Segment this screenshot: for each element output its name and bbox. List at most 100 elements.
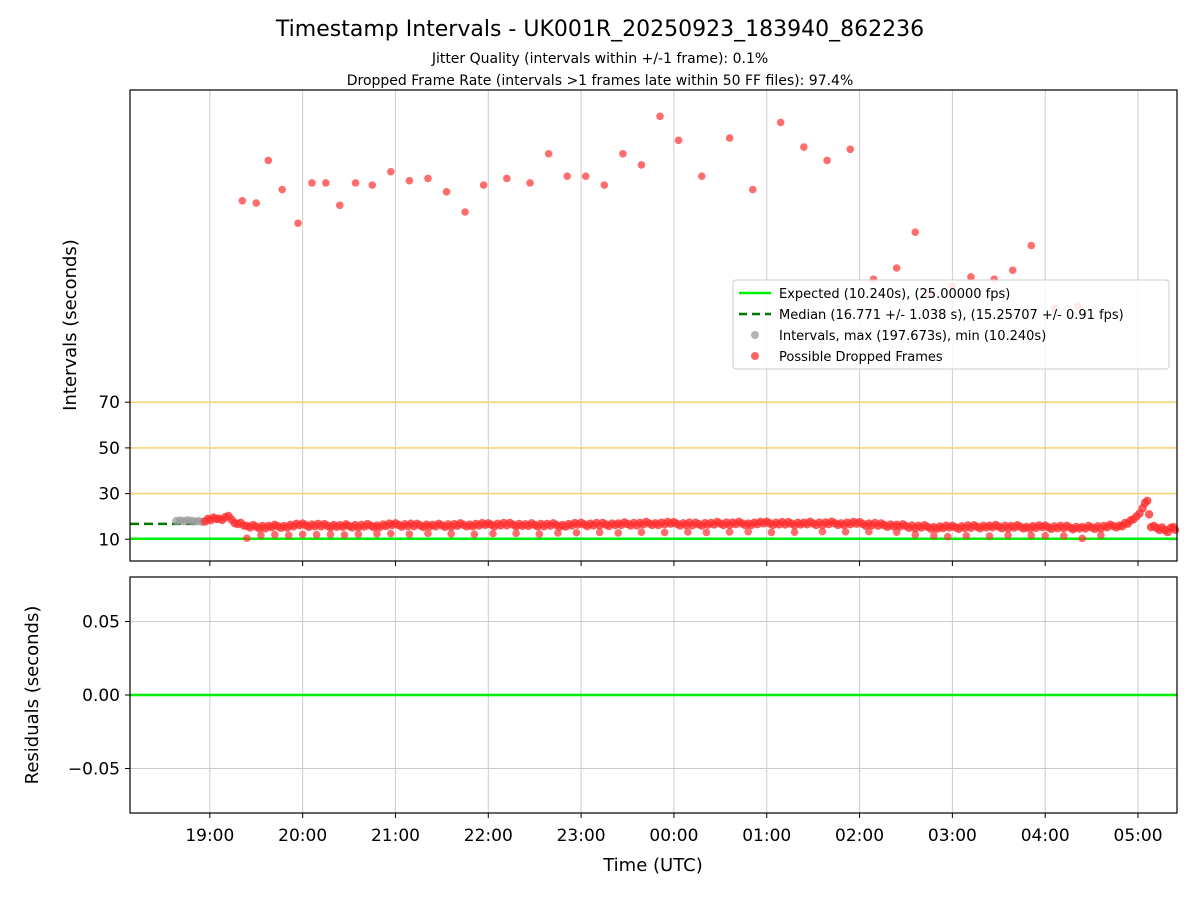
dropped-frame-point [725,134,734,142]
x-axis-label: Time (UTC) [602,855,703,876]
dropped-frame-point [660,528,669,537]
dropped-frame-point [581,172,590,180]
dropped-frame-point [340,531,349,539]
x-tick-label: 19:00 [185,826,234,846]
intervals-y-axis-label: Intervals (seconds) [60,239,81,411]
dropped-frame-point [312,530,321,539]
dropped-frame-point [767,528,776,537]
dropped-frame-point [447,530,455,538]
dropped-frame-point [554,529,562,537]
dropped-frame-point [264,156,273,165]
dropped-frame-point [892,264,901,272]
legend-label: Possible Dropped Frames [779,350,943,365]
dropped-frame-point [535,530,544,538]
legend-label: Median (16.771 +/- 1.038 s), (15.25707 +… [779,308,1124,323]
residuals-y-tick-label: −0.05 [68,760,120,780]
legend-box [732,279,1170,370]
dropped-frame-point [967,273,975,281]
dropped-frame-point [270,530,279,539]
legend-label: Intervals, max (197.673s), min (10.240s) [779,329,1046,344]
dropped-frame-point [424,174,432,183]
dropped-frame-point [461,208,469,216]
dropped-frame-point [294,219,302,227]
chart-subtitle-jitter: Jitter Quality (intervals within +/-1 fr… [431,51,768,67]
x-tick-label: 23:00 [557,826,606,846]
dropped-frame-point [674,136,683,145]
residuals-y-tick-label: 0.05 [82,613,120,633]
dropped-frame-point [322,179,330,187]
dropped-frame-point [656,112,664,121]
dropped-frame-point [544,149,553,158]
dropped-frame-point [930,531,938,540]
dropped-frame-point [595,528,604,537]
x-tick-label: 00:00 [649,826,698,846]
dropped-frame-point [1027,531,1036,540]
dropped-frame-point [424,529,432,538]
chart-title: Timestamp Intervals - UK001R_20250923_18… [275,17,924,42]
dropped-frame-point [776,118,785,127]
dropped-frame-point [841,527,850,536]
dropped-frame-point [1170,525,1180,535]
dropped-frame-point [387,529,395,538]
dropped-frame-point [800,143,808,151]
dropped-frame-point [512,529,520,538]
dropped-frame-point [252,199,261,207]
dropped-frame-point [1143,496,1152,505]
dropped-frame-point [619,149,627,158]
dropped-frame-point [503,174,511,183]
dropped-frame-point [684,528,692,536]
intervals-y-tick-label: 30 [98,485,120,505]
dropped-frame-point [892,528,901,537]
dropped-frame-point [818,527,827,536]
dropped-frame-point [985,532,994,540]
x-tick-label: 02:00 [835,826,884,846]
dropped-frame-point [1144,510,1154,519]
dropped-frame-point [238,197,247,205]
dropped-frame-point [572,528,581,537]
dropped-frame-point [405,530,414,538]
x-tick-label: 22:00 [464,826,513,846]
dropped-frame-point [470,530,479,539]
dropped-frame-point [790,528,799,537]
x-tick-label: 04:00 [1021,826,1070,846]
dropped-frame-point [479,181,488,189]
dropped-frame-point [637,528,646,537]
dropped-frame-point [278,185,287,194]
residuals-y-axis-label: Residuals (seconds) [22,606,43,785]
x-tick-label: 01:00 [742,826,791,846]
intervals-y-tick-label: 10 [98,530,120,550]
dropped-frame-point [354,530,363,539]
dropped-frame-point [725,528,734,536]
dropped-frame-point [489,529,497,538]
chart-legend: Expected (10.240s), (25.00000 fps) Median… [732,279,1170,370]
dropped-frame-point [943,532,952,541]
dropped-frame-point [257,531,265,539]
dropped-frame-point [1041,531,1049,540]
dropped-frame-point [744,527,752,536]
x-tick-label: 03:00 [928,826,977,846]
dropped-frame-point [865,527,873,536]
legend-dot-symbol [751,331,759,339]
dropped-frame-point [284,531,293,539]
dropped-frame-point [600,181,609,189]
dropped-frame-point [702,528,711,537]
intervals-y-tick-label: 50 [98,439,120,459]
legend-dot-symbol [751,352,759,360]
dropped-frame-point [387,167,395,176]
dropped-frame-point [1097,531,1105,539]
dropped-frame-point [962,531,971,540]
dropped-frame-point [563,172,571,180]
dropped-frame-point [326,530,335,539]
dropped-frame-point [697,172,706,180]
dropped-frame-point [911,228,920,236]
dropped-frame-point [335,201,344,210]
dropped-frame-point [1004,531,1012,539]
x-tick-label: 20:00 [278,826,327,846]
dropped-frame-point [823,156,831,165]
dropped-frame-point [1059,532,1068,540]
dropped-frame-point [373,530,381,538]
dropped-frame-point [405,176,414,185]
dropped-frame-point [243,534,251,542]
